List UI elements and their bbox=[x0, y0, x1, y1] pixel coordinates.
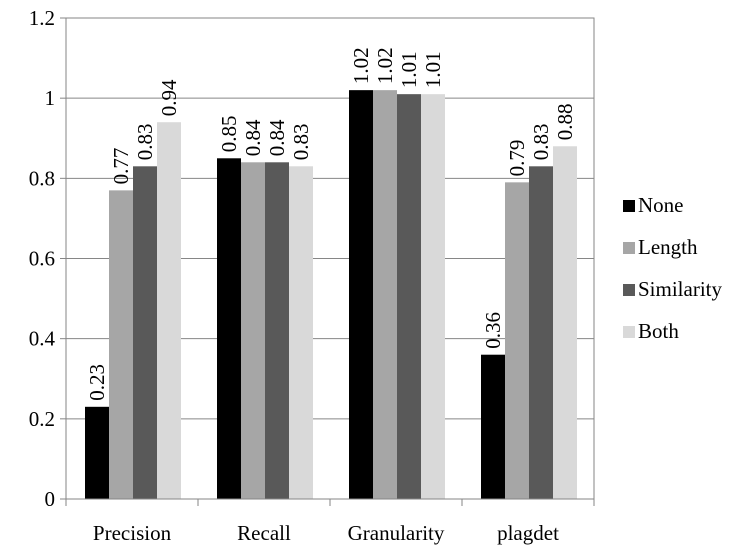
y-tick-label: 0.4 bbox=[29, 327, 56, 351]
bar bbox=[157, 122, 181, 499]
x-tick-label: Granularity bbox=[348, 521, 445, 545]
y-tick-label: 0.6 bbox=[29, 247, 55, 271]
data-label: 0.23 bbox=[85, 364, 109, 401]
legend-swatch bbox=[623, 284, 635, 296]
y-tick-label: 0.8 bbox=[29, 166, 55, 190]
data-label: 0.84 bbox=[241, 119, 265, 156]
bar bbox=[373, 90, 397, 500]
data-label: 1.01 bbox=[421, 51, 445, 88]
bar bbox=[421, 94, 445, 500]
data-label: 0.83 bbox=[289, 124, 313, 161]
legend: None Length Similarity Both bbox=[623, 193, 723, 343]
bar bbox=[85, 406, 109, 499]
data-label: 1.02 bbox=[373, 47, 397, 84]
bar bbox=[217, 158, 241, 499]
legend-label: Both bbox=[638, 319, 679, 343]
bar bbox=[505, 182, 529, 499]
bar bbox=[241, 162, 265, 500]
y-tick-label: 0 bbox=[45, 487, 56, 511]
legend-swatch bbox=[623, 200, 635, 212]
y-axis: 0 0.2 0.4 0.6 0.8 1 1.2 bbox=[29, 6, 66, 511]
bar bbox=[133, 166, 157, 499]
data-label: 0.84 bbox=[265, 119, 289, 156]
legend-label: None bbox=[638, 193, 684, 217]
bar bbox=[265, 162, 289, 500]
bar bbox=[349, 90, 373, 500]
y-tick-label: 1 bbox=[45, 86, 56, 110]
data-labels: 0.230.770.830.940.85 0.84 0.84 0.831.02 1.02… bbox=[85, 47, 577, 400]
data-label: 0.83 bbox=[133, 124, 157, 161]
legend-label: Similarity bbox=[638, 277, 723, 301]
bar bbox=[109, 190, 133, 499]
x-tick-label: Precision bbox=[93, 521, 172, 545]
data-label: 0.85 bbox=[217, 116, 241, 153]
data-label: 0.79 bbox=[505, 140, 529, 177]
data-label: 0.88 bbox=[553, 104, 577, 141]
y-tick-label: 0.2 bbox=[29, 407, 55, 431]
bar bbox=[481, 354, 505, 499]
bar bbox=[289, 166, 313, 499]
data-label: 0.94 bbox=[157, 79, 181, 116]
data-label: 0.36 bbox=[481, 312, 505, 349]
data-label: 1.01 bbox=[397, 51, 421, 88]
x-tick-label: Recall bbox=[237, 521, 291, 545]
legend-swatch bbox=[623, 326, 635, 338]
x-axis: Precision Recall Granularity plagdet bbox=[65, 498, 595, 545]
legend-swatch bbox=[623, 242, 635, 254]
bar bbox=[397, 94, 421, 500]
bars bbox=[85, 90, 577, 500]
y-tick-label: 1.2 bbox=[29, 6, 55, 30]
legend-label: Length bbox=[638, 235, 698, 259]
data-label: 0.83 bbox=[529, 124, 553, 161]
data-label: 0.77 bbox=[109, 148, 133, 185]
x-tick-label: plagdet bbox=[497, 521, 559, 545]
bar bbox=[553, 146, 577, 499]
bar bbox=[529, 166, 553, 499]
data-label: 1.02 bbox=[349, 47, 373, 84]
